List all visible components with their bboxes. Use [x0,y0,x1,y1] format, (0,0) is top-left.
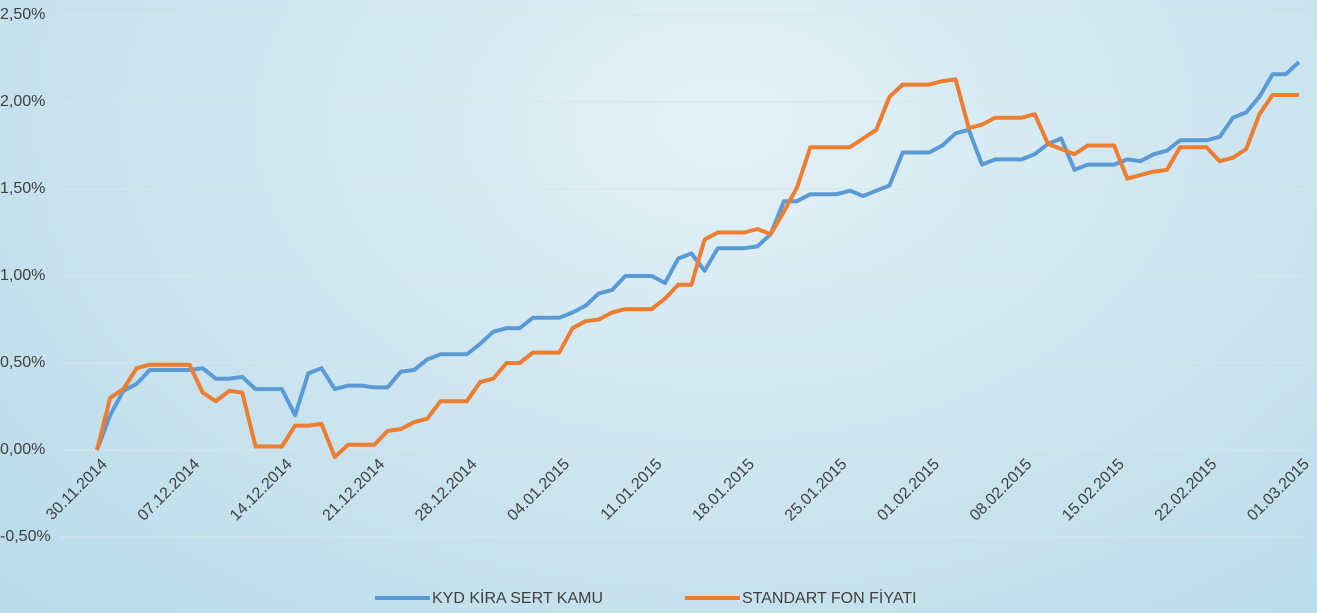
y-tick-label: -0,50% [0,528,51,545]
series-line [95,77,1299,459]
x-tick-label: 08.02.2015 [967,456,1036,525]
x-tick-label: 11.01.2015 [598,456,666,524]
x-tick-label: 18.01.2015 [689,456,758,525]
x-tick-label: 21.12.2014 [320,456,389,525]
x-tick-label: 01.03.2015 [1244,456,1313,525]
x-tick-label: 28.12.2014 [412,456,481,525]
x-tick-label: 14.12.2014 [227,456,296,525]
legend-label: STANDART FON FİYATI [742,588,917,607]
x-tick-label: 04.01.2015 [504,456,573,525]
y-tick-label: 1,00% [0,267,45,284]
x-tick-label: 07.12.2014 [135,456,204,525]
x-tick-label: 30.11.2014 [43,456,111,524]
x-tick-label: 01.02.2015 [874,456,943,525]
y-tick-label: 0,00% [0,441,45,458]
y-tick-label: 2,50% [0,6,45,23]
x-tick-label: 25.01.2015 [782,456,851,525]
x-tick-label: 15.02.2015 [1059,456,1128,525]
y-tick-label: 1,50% [0,180,45,197]
y-tick-label: 0,50% [0,354,45,371]
x-tick-label: 22.02.2015 [1152,456,1221,525]
legend-label: KYD KİRA SERT KAMU [432,588,603,607]
y-tick-label: 2,00% [0,93,45,110]
